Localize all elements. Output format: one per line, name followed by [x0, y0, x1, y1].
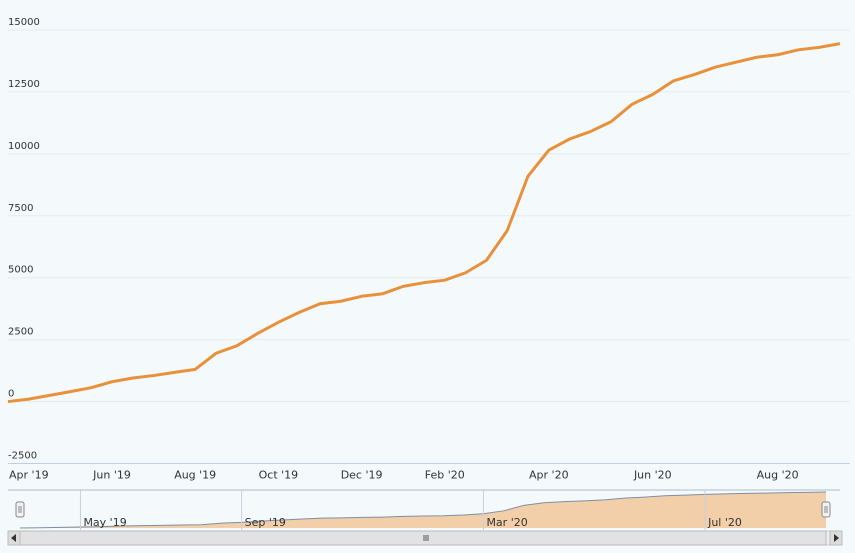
x-tick-label: Feb '20 — [425, 469, 465, 482]
y-tick-label: 15000 — [8, 17, 40, 28]
x-tick-label: Aug '20 — [757, 469, 799, 482]
y-tick-label: 5000 — [8, 265, 33, 276]
navigator-line — [19, 491, 827, 529]
navigator-handle[interactable] — [821, 501, 831, 518]
y-tick-label: 0 — [8, 389, 14, 400]
y-tick-label: 10000 — [8, 141, 40, 152]
x-tick-label: Aug '19 — [174, 469, 216, 482]
navigator-label: Sep '19 — [245, 516, 286, 529]
navigator-handle[interactable] — [15, 501, 25, 518]
x-tick-label: Oct '19 — [259, 469, 299, 482]
line-series — [7, 42, 841, 404]
x-tick-label: Jun '20 — [633, 469, 672, 482]
x-tick-label: Apr '20 — [529, 469, 569, 482]
y-tick-label: 12500 — [8, 79, 40, 90]
navigator-area — [20, 492, 826, 528]
navigator-label: May '19 — [83, 516, 126, 529]
y-tick-label: 2500 — [8, 327, 33, 338]
x-tick-label: Jun '19 — [92, 469, 131, 482]
y-tick-label: 7500 — [8, 203, 33, 214]
navigator-label: Jul '20 — [707, 516, 742, 529]
scrollbar-thumb[interactable] — [19, 530, 827, 546]
navigator-label: Mar '20 — [486, 516, 527, 529]
arrow-left — [11, 534, 16, 542]
arrow-right — [834, 534, 839, 542]
x-tick-label: Dec '19 — [341, 469, 383, 482]
y-tick-label: -2500 — [8, 451, 37, 462]
x-tick-label: Apr '19 — [9, 469, 49, 482]
